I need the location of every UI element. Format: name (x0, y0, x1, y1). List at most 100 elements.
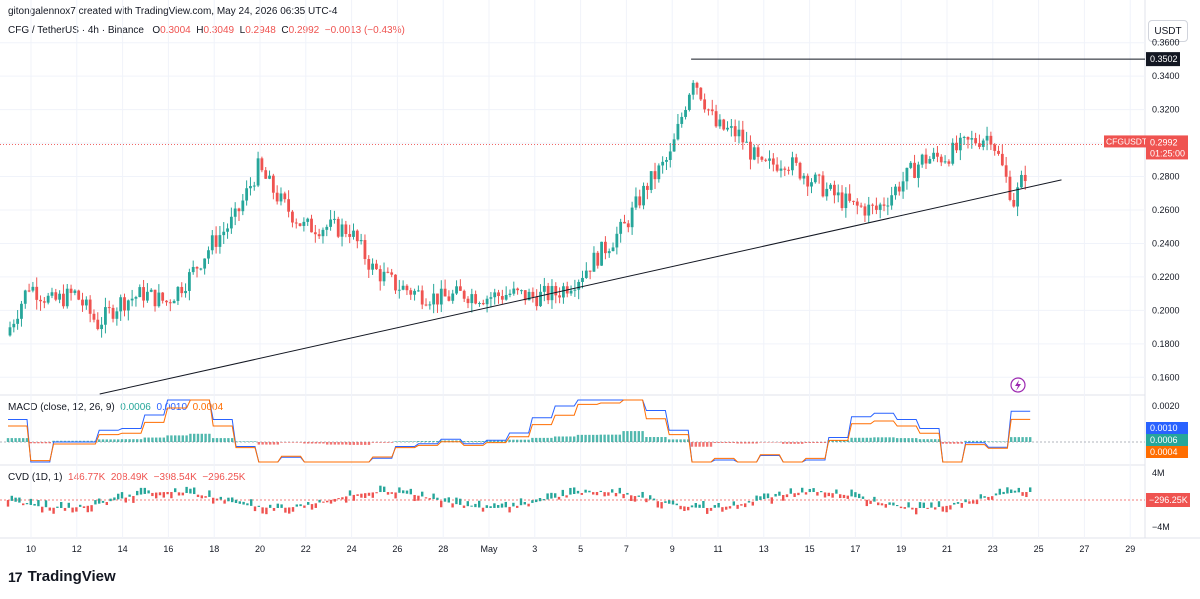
candle-body (859, 205, 863, 207)
candle-body (27, 290, 31, 292)
candle-body (802, 175, 806, 179)
lightning-icon[interactable] (1010, 377, 1026, 393)
cvd-bar (960, 503, 963, 508)
macd-histogram-bar (991, 441, 994, 442)
macd-histogram-bar (158, 437, 162, 442)
candle-body (84, 299, 88, 306)
macd-histogram-bar (174, 435, 177, 442)
candle-body (504, 294, 508, 300)
candle-body (562, 286, 565, 298)
change-value: −0.0013 (−0.43%) (324, 25, 405, 36)
macd-histogram-bar (348, 442, 352, 445)
cvd-bar (253, 506, 257, 512)
macd-histogram-bar (60, 440, 63, 442)
cvd-bar (595, 492, 599, 496)
candle-body (88, 299, 92, 314)
macd-histogram-bar (694, 442, 697, 447)
candle-body (12, 323, 16, 328)
cvd-high: 208.49K (110, 472, 149, 483)
x-tick-label: 28 (438, 544, 448, 554)
candle-body (886, 205, 890, 207)
macd-histogram-bar (67, 440, 70, 442)
cvd-bar (451, 503, 454, 508)
macd-histogram-bar (979, 440, 982, 442)
macd-histogram-bar (386, 442, 390, 443)
macd-histogram-bar (451, 440, 454, 442)
candle-body (363, 240, 367, 260)
cvd-bar (535, 499, 538, 503)
macd-histogram-bar (269, 442, 272, 445)
macd-histogram-bar (728, 442, 732, 443)
cvd-bar (884, 504, 887, 508)
candle-body (249, 186, 252, 189)
candle-body (42, 301, 46, 303)
cvd-bar (580, 492, 583, 495)
tradingview-logo[interactable]: 17 TradingView (8, 568, 116, 585)
cvd-bar (352, 494, 355, 501)
cvd-bar (823, 492, 827, 498)
candle-body (668, 151, 672, 160)
macd-value-tag: 0.0006 (1150, 435, 1178, 445)
cvd-bar (466, 501, 469, 507)
price-chart[interactable]: 0.36000.34000.32000.30000.28000.26000.24… (0, 0, 1200, 560)
candle-body (604, 241, 607, 254)
candle-body (100, 324, 103, 330)
candle-body (218, 235, 222, 247)
candle-body (416, 290, 420, 292)
cvd-bar (584, 489, 587, 493)
currency-button[interactable]: USDT (1148, 20, 1188, 42)
macd-histogram-bar (443, 440, 447, 442)
cvd-bar (645, 498, 648, 503)
cvd-bar (242, 501, 245, 505)
candle-body (756, 147, 760, 157)
macd-histogram-bar (447, 440, 450, 442)
y-tick-label: 0.2400 (1152, 238, 1180, 248)
macd-histogram-bar (219, 438, 222, 442)
macd-histogram-bar (687, 439, 690, 442)
candle-body (31, 286, 35, 291)
macd-histogram-bar (413, 441, 416, 442)
candle-body (16, 318, 20, 324)
cvd-bar (436, 497, 439, 500)
candle-body (855, 201, 859, 206)
candle-body (329, 219, 332, 227)
x-tick-label: 17 (850, 544, 860, 554)
cvd-bar (573, 487, 576, 495)
candle-body (485, 298, 489, 305)
candle-body (783, 168, 787, 170)
cvd-bar (611, 489, 614, 493)
macd-histogram-bar (257, 442, 260, 445)
cvd-bar (288, 507, 291, 514)
cvd-bar (626, 492, 629, 495)
y-tick-label: 0.1600 (1152, 372, 1180, 382)
candle-body (62, 293, 65, 307)
cvd-bar (907, 502, 910, 508)
candle-body (8, 327, 12, 336)
candle-body (1020, 174, 1023, 188)
macd-histogram-bar (592, 434, 595, 442)
candle-body (184, 290, 187, 294)
close-value: 0.2992 (288, 25, 320, 36)
macd-pane (0, 399, 1145, 463)
cvd-bar (132, 495, 135, 503)
candle-body (81, 299, 84, 306)
candle-body (233, 208, 237, 217)
cvd-bar (200, 495, 203, 499)
cvd-bar (44, 500, 48, 508)
macd-histogram-bar (698, 442, 701, 447)
macd-histogram-bar (930, 439, 933, 442)
candle-body (710, 109, 714, 112)
macd-histogram-bar (212, 438, 215, 442)
candle-body (1012, 199, 1016, 207)
candle-body (726, 127, 729, 130)
cvd-bar (709, 507, 713, 511)
candle-body (375, 263, 378, 270)
cvd-bar (755, 495, 758, 501)
cvd-bar (147, 490, 150, 494)
candle-body (367, 259, 371, 270)
candle-body (138, 287, 142, 298)
candle-body (1004, 165, 1008, 177)
candle-body (462, 290, 466, 299)
cvd-bar (181, 492, 184, 496)
cvd-bar (687, 506, 690, 511)
